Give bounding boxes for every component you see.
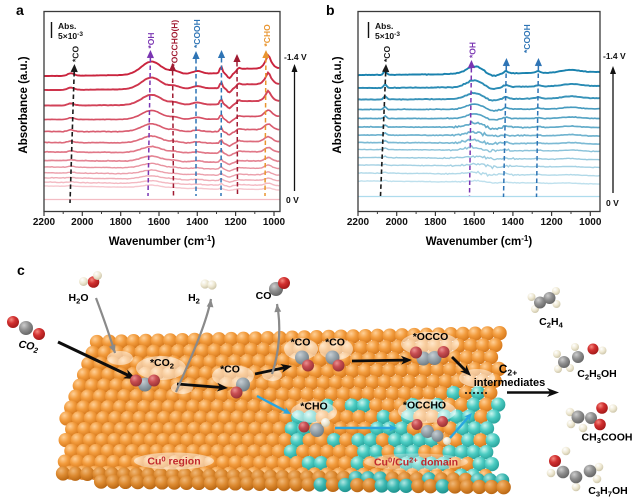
svg-text:Cu0​/Cu2+​ domain: Cu0​/Cu2+​ domain [374, 455, 458, 468]
svg-text:*COOH: *COOH [522, 24, 532, 53]
svg-text:*CHO: *CHO [300, 401, 327, 413]
svg-text:1000: 1000 [263, 217, 286, 228]
svg-text:Wavenumber (cm-1): Wavenumber (cm-1) [109, 234, 216, 248]
svg-text:-1.4 V: -1.4 V [603, 51, 626, 61]
svg-text:-1.4 V: -1.4 V [284, 52, 307, 62]
svg-text:*OCCHO: *OCCHO [403, 400, 446, 412]
svg-text:intermediates: intermediates [474, 377, 546, 389]
svg-text:2200: 2200 [347, 217, 370, 228]
svg-text:Cu0​ region: Cu0​ region [147, 454, 200, 467]
svg-text:CO: CO [256, 290, 272, 302]
svg-text:a: a [16, 2, 24, 18]
svg-text:2000: 2000 [71, 217, 94, 228]
svg-text:1200: 1200 [540, 217, 563, 228]
svg-text:2200: 2200 [33, 217, 56, 228]
svg-text:Abs.: Abs. [58, 21, 76, 31]
svg-text:CO2​: CO2​ [17, 338, 40, 355]
svg-text:*CO: *CO [220, 364, 240, 376]
svg-text:H2​O: H2​O [69, 292, 89, 306]
svg-text:2000: 2000 [386, 217, 409, 228]
svg-text:1800: 1800 [424, 217, 447, 228]
svg-text:H2​: H2​ [188, 292, 200, 306]
svg-text:1400: 1400 [502, 217, 525, 228]
svg-text:0 V: 0 V [286, 195, 299, 205]
svg-text:1600: 1600 [148, 217, 171, 228]
svg-text:0 V: 0 V [606, 198, 619, 208]
svg-text:*CHO: *CHO [262, 24, 272, 47]
svg-text:*CO: *CO [325, 337, 345, 349]
svg-text:*OH: *OH [468, 42, 478, 58]
svg-text:Abs.: Abs. [375, 21, 393, 31]
svg-text:1200: 1200 [224, 217, 247, 228]
svg-text:CH3​COOH: CH3​COOH [582, 432, 633, 446]
svg-text:*OCCHO(H): *OCCHO(H) [170, 20, 180, 67]
svg-text:Absorbance (a.u.): Absorbance (a.u.) [18, 56, 30, 153]
svg-text:1400: 1400 [186, 217, 209, 228]
svg-text:b: b [326, 2, 335, 18]
svg-text:*CO2​: *CO2​ [150, 357, 174, 371]
svg-text:1600: 1600 [463, 217, 486, 228]
svg-text:1800: 1800 [110, 217, 133, 228]
svg-text:*OH: *OH [146, 32, 156, 48]
svg-text:1000: 1000 [579, 217, 602, 228]
svg-text:*COOH: *COOH [192, 19, 202, 48]
svg-text:Absorbance (a.u.): Absorbance (a.u.) [332, 56, 344, 153]
svg-text:*CO: *CO [291, 337, 311, 349]
svg-text:c: c [17, 262, 25, 278]
svg-text:*CO: *CO [382, 46, 392, 62]
svg-text:5×10-3: 5×10-3 [58, 31, 83, 41]
svg-text:C2​H4​: C2​H4​ [539, 316, 563, 330]
svg-text:*OCCO: *OCCO [413, 331, 449, 343]
svg-text:Wavenumber (cm-1): Wavenumber (cm-1) [426, 234, 533, 248]
svg-text:5×10-3: 5×10-3 [375, 31, 400, 41]
svg-text:*CO: *CO [71, 46, 81, 62]
